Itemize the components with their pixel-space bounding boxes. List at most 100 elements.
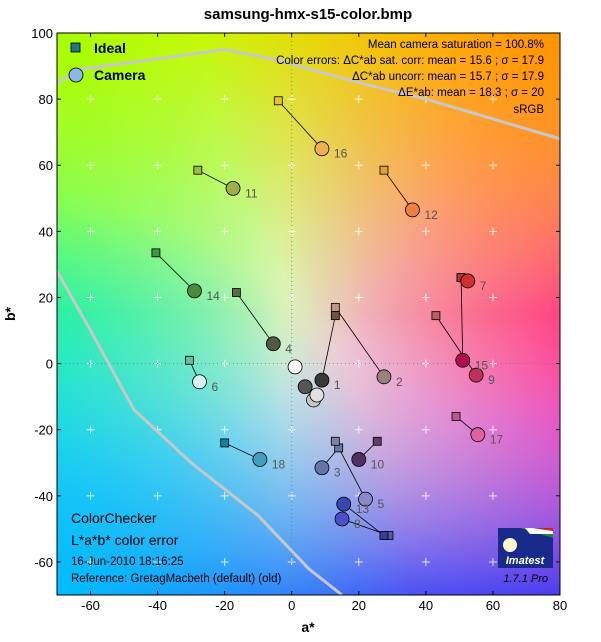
patch-label: 2 <box>396 375 403 389</box>
stats-saturation: Mean camera saturation = 100.8% <box>368 39 544 51</box>
y-tick-label: -60 <box>34 555 53 570</box>
grid-marker <box>220 425 229 434</box>
grid-marker <box>421 161 430 170</box>
grid-marker <box>153 227 162 236</box>
ideal-point <box>220 438 230 448</box>
grid-marker <box>153 293 162 302</box>
ideal-point <box>330 302 340 312</box>
patch-label: 14 <box>206 289 220 303</box>
error-line <box>236 292 274 344</box>
grid-marker <box>220 227 229 236</box>
ideal-point <box>193 165 203 175</box>
grid-marker <box>86 227 95 236</box>
patch-label: 6 <box>212 380 219 394</box>
patch-label: 16 <box>334 147 348 161</box>
ideal-point <box>185 355 194 365</box>
y-tick-label: 100 <box>31 26 53 41</box>
camera-point <box>287 359 303 375</box>
patch-label: 12 <box>424 208 438 222</box>
camera-point <box>314 141 330 157</box>
x-tick-label: 0 <box>288 598 295 613</box>
imatest-logo: Imatest <box>498 528 553 568</box>
grid-marker <box>153 95 162 104</box>
stats-chroma-uncorr: ΔC*ab uncorr: mean = 15.7 ; σ = 17.9 <box>352 71 544 83</box>
error-line <box>435 315 477 376</box>
ideal-point <box>232 288 241 297</box>
ideal-point <box>372 436 382 446</box>
legend: Ideal Camera <box>68 40 146 83</box>
y-tick-label: 60 <box>39 158 53 173</box>
plot-background <box>57 33 560 595</box>
footer-chart-name: ColorChecker <box>71 510 157 526</box>
grid-marker <box>86 557 95 566</box>
grid-marker <box>354 425 363 434</box>
patch-label: 5 <box>378 497 385 511</box>
camera-point <box>309 387 325 403</box>
ideal-point <box>379 531 389 540</box>
camera-point <box>265 336 281 352</box>
grid-marker <box>354 161 363 170</box>
grid-marker <box>421 425 430 434</box>
camera-point <box>334 511 350 527</box>
x-axis-label: a* <box>301 619 315 635</box>
camera-point <box>468 367 484 383</box>
y-tick-label: -40 <box>34 489 53 504</box>
grid-marker <box>354 557 363 566</box>
grid-marker <box>488 161 497 170</box>
camera-point <box>460 273 476 289</box>
x-tick-label: -60 <box>81 598 100 613</box>
camera-point <box>455 352 471 368</box>
error-line <box>321 315 336 381</box>
x-tick-label: 80 <box>553 598 567 613</box>
x-tick-label: 40 <box>419 598 433 613</box>
grid-marker <box>220 161 229 170</box>
ideal-point <box>379 165 389 175</box>
x-tick-label: -20 <box>215 598 234 613</box>
grid-marker <box>488 359 497 368</box>
camera-point <box>297 379 313 395</box>
grid-marker <box>421 227 430 236</box>
patch-label: 13 <box>356 502 370 516</box>
logo-text: Imatest <box>506 555 546 567</box>
patch-label: 17 <box>490 433 504 447</box>
camera-point <box>225 180 241 196</box>
stats-delta-e: ΔE*ab: mean = 18.3 ; σ = 20 <box>398 87 544 99</box>
grid-marker <box>86 425 95 434</box>
grid-marker <box>488 95 497 104</box>
patch-label: 8 <box>354 517 361 531</box>
grid-marker <box>153 557 162 566</box>
footer-block: ColorChecker L*a*b* color error 16-Jun-2… <box>71 510 281 585</box>
grid-marker <box>220 95 229 104</box>
camera-point <box>376 369 392 385</box>
ideal-point <box>330 311 340 321</box>
grid-marker <box>86 95 95 104</box>
grid-marker <box>287 227 296 236</box>
camera-point <box>314 460 330 476</box>
legend-ideal-swatch <box>70 42 81 53</box>
grid-marker <box>86 293 95 302</box>
ideal-point <box>151 248 161 258</box>
stats-colorspace: sRGB <box>513 104 544 116</box>
x-tick-label: 60 <box>486 598 500 613</box>
legend-camera-label: Camera <box>94 67 146 83</box>
grid-marker <box>220 491 229 500</box>
grid-marker <box>488 227 497 236</box>
camera-point <box>314 372 330 388</box>
camera-point <box>358 491 373 507</box>
grid-marker <box>488 293 497 302</box>
legend-camera-swatch <box>68 67 84 83</box>
patch-label: 1 <box>334 378 341 392</box>
error-line <box>278 100 323 149</box>
patch-label: 15 <box>475 358 489 372</box>
grid-marker <box>421 293 430 302</box>
footer-timestamp: 16-Jun-2010 18:16:25 <box>71 556 184 568</box>
grid-marker <box>488 491 497 500</box>
footer-reference: Reference: GretagMacbeth (default) (old) <box>71 573 281 585</box>
grid-marker <box>354 227 363 236</box>
grid-marker <box>488 557 497 566</box>
error-line <box>334 307 385 378</box>
grid-marker <box>354 95 363 104</box>
chart-title: samsung-hmx-s15-color.bmp <box>204 6 412 23</box>
grid-marker <box>86 491 95 500</box>
